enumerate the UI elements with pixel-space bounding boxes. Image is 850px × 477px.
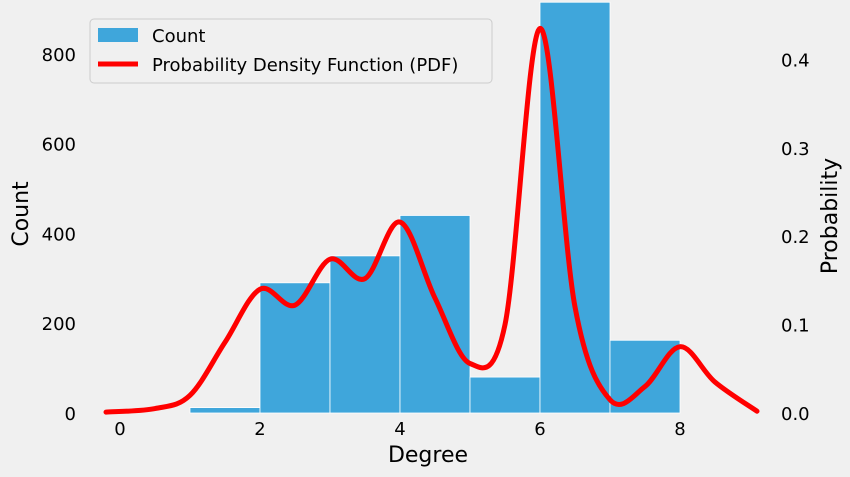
x-tick-label: 0 xyxy=(114,419,125,440)
histogram-bar xyxy=(399,215,471,414)
y-tick-label-right: 0.2 xyxy=(781,227,810,248)
y-tick-label-left: 800 xyxy=(42,45,76,66)
y-tick-label-left: 400 xyxy=(42,224,76,245)
y-tick-label-right: 0.3 xyxy=(781,139,810,160)
histogram-bar xyxy=(329,255,401,414)
legend-box xyxy=(89,18,493,84)
y-axis-label-left: Count xyxy=(9,181,34,247)
histogram-bars xyxy=(189,1,681,414)
x-tick-label: 4 xyxy=(394,419,405,440)
histogram-bar xyxy=(189,407,261,414)
y-tick-label-left: 600 xyxy=(42,135,76,156)
pdf-line-group xyxy=(103,25,760,415)
x-tick-label: 6 xyxy=(534,419,545,440)
y-tick-label-left: 200 xyxy=(42,314,76,335)
y-tick-label-right: 0.1 xyxy=(781,316,810,337)
y-axis-label-right: Probability xyxy=(818,158,843,274)
y-axis-ticks-left: 0 200 400 600 800 xyxy=(42,45,76,425)
pdf-line xyxy=(103,25,760,415)
y-tick-label-right: 0.0 xyxy=(781,404,810,425)
y-axis-ticks-right: 0.0 0.1 0.2 0.3 0.4 xyxy=(781,50,810,425)
legend-label-count: Count xyxy=(152,26,205,47)
x-tick-label: 2 xyxy=(254,419,265,440)
x-tick-label: 8 xyxy=(674,419,685,440)
legend-label-pdf: Probability Density Function (PDF) xyxy=(152,55,458,76)
legend: Count Probability Density Function (PDF) xyxy=(89,18,493,84)
legend-swatch-count xyxy=(98,28,138,42)
histogram-bar xyxy=(539,1,611,414)
x-axis-label: Degree xyxy=(388,443,468,468)
histogram-bar xyxy=(469,376,541,414)
y-tick-label-left: 0 xyxy=(65,404,76,425)
y-tick-label-right: 0.4 xyxy=(781,50,810,71)
x-axis-ticks: 0 2 4 6 8 xyxy=(114,419,685,440)
